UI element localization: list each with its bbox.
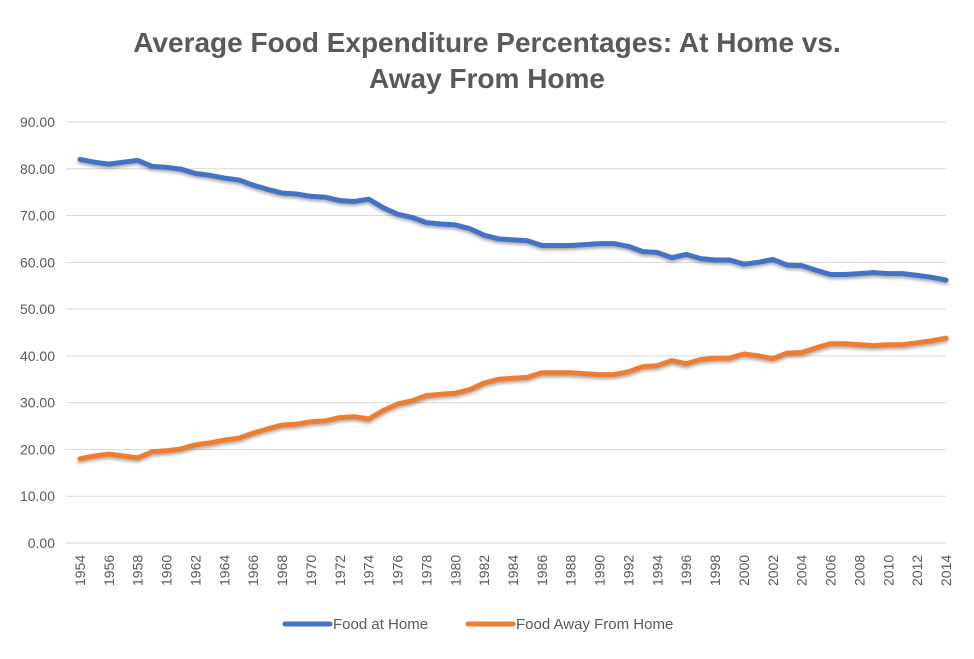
y-tick-label: 30.00 xyxy=(20,395,55,411)
x-tick-label: 1998 xyxy=(707,555,723,586)
x-tick-label: 1988 xyxy=(563,555,579,586)
x-tick-label: 1996 xyxy=(678,555,694,586)
x-tick-label: 1954 xyxy=(72,555,88,586)
x-tick-label: 2014 xyxy=(938,555,954,586)
legend-label: Food Away From Home xyxy=(516,616,673,633)
x-tick-label: 2010 xyxy=(880,555,896,586)
x-tick-label: 1960 xyxy=(159,555,175,586)
y-tick-label: 20.00 xyxy=(20,441,55,457)
chart-title-line-2: Away From Home xyxy=(369,63,605,94)
legend-item: Food at Home xyxy=(285,616,428,633)
x-tick-label: 1972 xyxy=(332,555,348,586)
x-tick-label: 1974 xyxy=(361,555,377,586)
y-tick-label: 40.00 xyxy=(20,348,55,364)
y-tick-label: 70.00 xyxy=(20,208,55,224)
y-tick-label: 80.00 xyxy=(20,161,55,177)
chart-title-line-1: Average Food Expenditure Percentages: At… xyxy=(133,27,840,58)
y-tick-label: 60.00 xyxy=(20,254,55,270)
x-tick-label: 2012 xyxy=(909,555,925,586)
x-tick-label: 1984 xyxy=(505,555,521,586)
x-tick-label: 1982 xyxy=(476,555,492,586)
x-tick-label: 1986 xyxy=(534,555,550,586)
y-tick-label: 90.00 xyxy=(20,114,55,130)
y-tick-label: 50.00 xyxy=(20,301,55,317)
x-tick-label: 1968 xyxy=(274,555,290,586)
x-tick-label: 1966 xyxy=(245,555,261,586)
y-tick-label: 0.00 xyxy=(28,535,55,551)
x-tick-label: 2004 xyxy=(794,555,810,586)
x-tick-label: 1970 xyxy=(303,555,319,586)
y-tick-label: 10.00 xyxy=(20,488,55,504)
x-tick-label: 1964 xyxy=(216,555,232,586)
x-tick-label: 1980 xyxy=(447,555,463,586)
x-tick-label: 1962 xyxy=(187,555,203,586)
x-tick-label: 2008 xyxy=(851,555,867,586)
x-tick-label: 1978 xyxy=(418,555,434,586)
x-tick-label: 1976 xyxy=(390,555,406,586)
x-tick-label: 2002 xyxy=(765,555,781,586)
x-tick-label: 2006 xyxy=(823,555,839,586)
legend-item: Food Away From Home xyxy=(468,616,673,633)
x-tick-label: 1992 xyxy=(620,555,636,586)
x-tick-label: 1956 xyxy=(101,555,117,586)
x-tick-label: 1994 xyxy=(649,555,665,586)
x-tick-label: 1990 xyxy=(592,555,608,586)
legend-label: Food at Home xyxy=(333,616,428,633)
x-tick-label: 2000 xyxy=(736,555,752,586)
x-tick-label: 1958 xyxy=(130,555,146,586)
